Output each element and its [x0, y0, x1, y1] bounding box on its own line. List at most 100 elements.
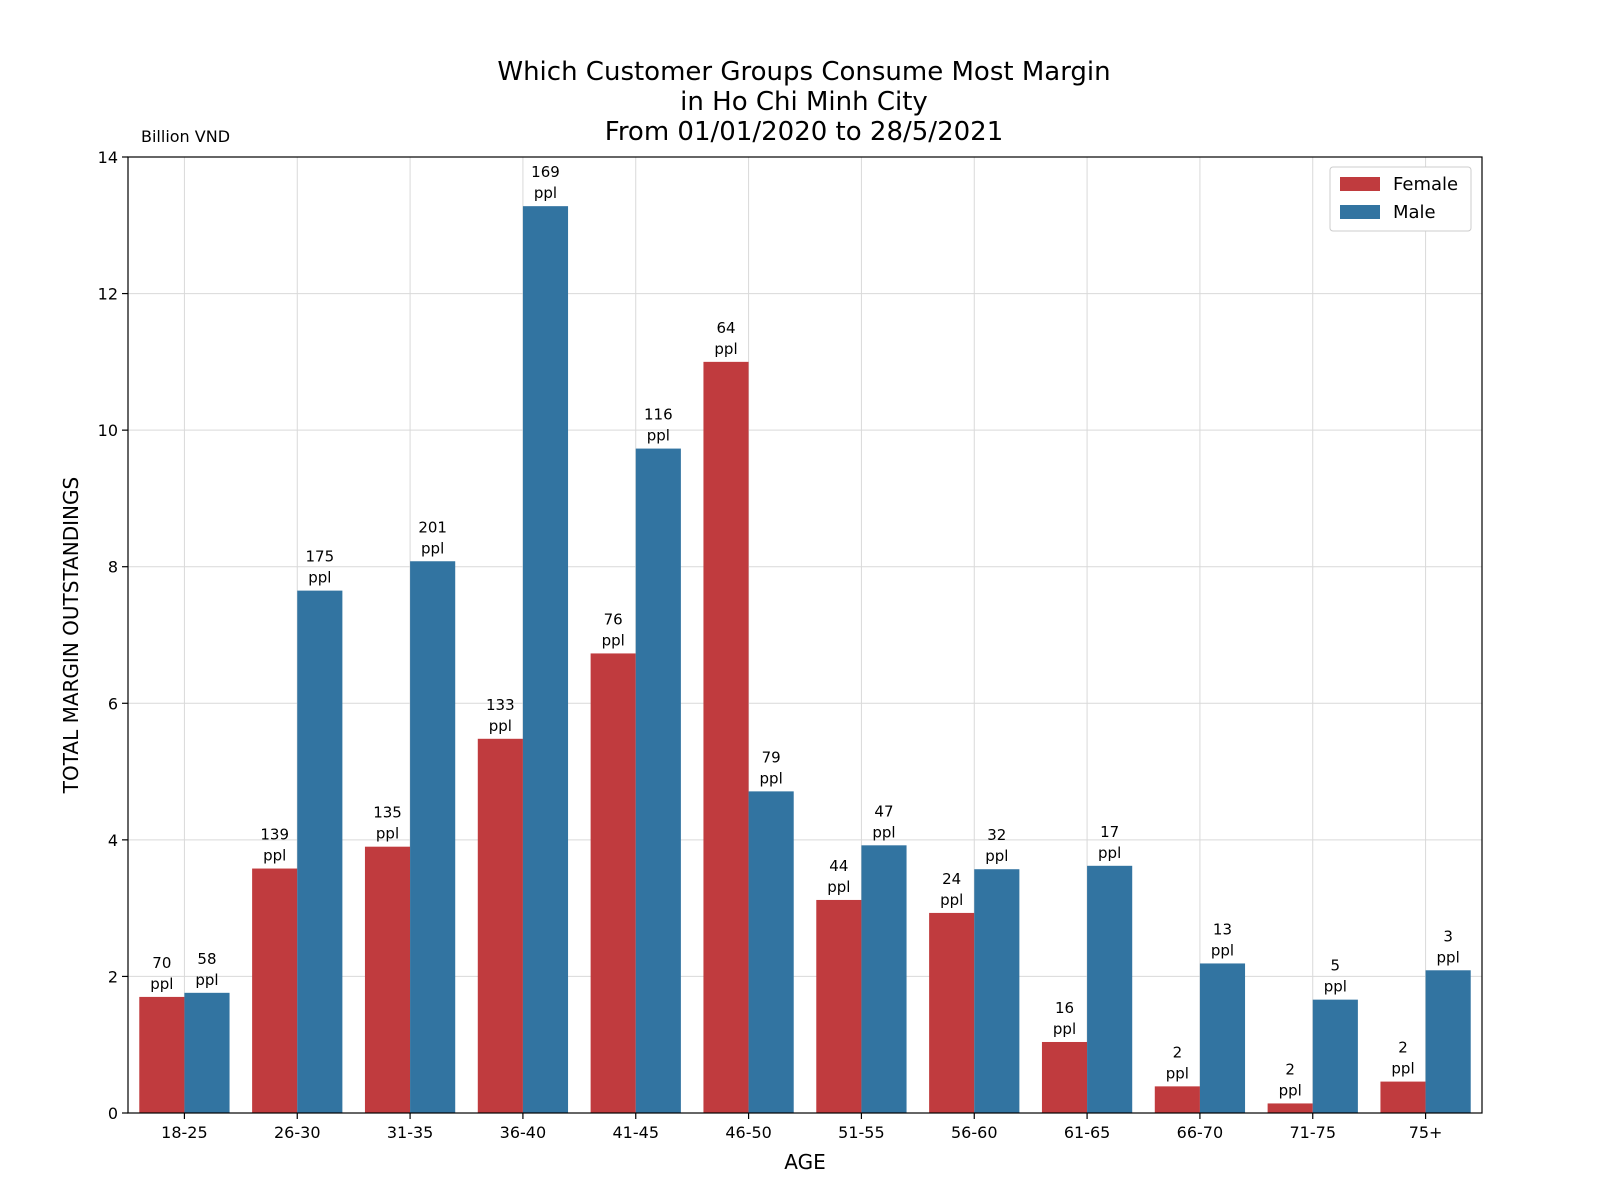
legend-swatch-male — [1340, 205, 1380, 219]
bar-unit-label: ppl — [1279, 1081, 1302, 1099]
bar-female-31-35 — [364, 846, 411, 1113]
bar-value-label: 139 — [260, 826, 289, 844]
bar-value-label: 175 — [305, 548, 334, 566]
x-tick-label: 31-35 — [387, 1123, 434, 1142]
x-tick-label: 71-75 — [1290, 1123, 1337, 1142]
bar-unit-label: ppl — [421, 539, 444, 557]
bar-value-label: 116 — [644, 406, 673, 424]
bar-value-label: 17 — [1100, 823, 1119, 841]
x-tick-label: 36-40 — [500, 1123, 547, 1142]
bar-value-label: 70 — [152, 954, 171, 972]
bar-male-36-40 — [522, 206, 569, 1113]
bar-unit-label: ppl — [1437, 948, 1460, 966]
bar-value-label: 201 — [418, 518, 447, 536]
bar-male-31-35 — [410, 561, 456, 1113]
bar-value-label: 44 — [829, 857, 848, 875]
y-axis-label: TOTAL MARGIN OUTSTANDINGS — [59, 477, 83, 794]
y-tick-label: 4 — [108, 831, 118, 850]
x-tick-label: 61-65 — [1064, 1123, 1111, 1142]
bar-unit-label: ppl — [1324, 978, 1347, 996]
plot-frame — [127, 156, 1483, 1114]
bar-value-label: 133 — [486, 696, 515, 714]
chart-title-line-1: Which Customer Groups Consume Most Margi… — [497, 57, 1110, 87]
bar-value-label: 135 — [373, 804, 402, 822]
bar-female-66-70 — [1154, 1086, 1200, 1113]
x-tick-label: 41-45 — [613, 1123, 660, 1142]
bar-unit-label: ppl — [602, 631, 625, 649]
x-tick-label: 46-50 — [725, 1123, 772, 1142]
bar-male-51-55 — [861, 845, 907, 1113]
bar-unit-label: ppl — [1391, 1060, 1414, 1078]
bar-value-label: 47 — [874, 802, 893, 820]
bar-value-label: 2 — [1398, 1039, 1408, 1057]
y-tick-label: 8 — [108, 558, 118, 577]
legend-label-male: Male — [1393, 202, 1436, 223]
bar-value-label: 79 — [762, 748, 781, 766]
y-tick-label: 0 — [108, 1104, 118, 1123]
y-tick-label: 2 — [108, 967, 118, 986]
unit-label: Billion VND — [141, 127, 230, 146]
bar-unit-label: ppl — [872, 823, 895, 841]
bar-unit-label: ppl — [376, 825, 399, 843]
chart-title-line-3: From 01/01/2020 to 28/5/2021 — [605, 117, 1003, 147]
x-tick-label: 66-70 — [1177, 1123, 1224, 1142]
bar-unit-label: ppl — [647, 427, 670, 445]
bar-value-label: 2 — [1173, 1043, 1183, 1061]
bar-unit-label: ppl — [150, 975, 173, 993]
bar-female-41-45 — [590, 653, 636, 1113]
bar-value-label: 32 — [987, 826, 1006, 844]
bar-female-75+ — [1380, 1081, 1426, 1113]
bar-male-66-70 — [1199, 963, 1246, 1113]
bar-unit-label: ppl — [714, 340, 737, 358]
x-tick-label: 56-60 — [951, 1123, 998, 1142]
bars — [139, 206, 1471, 1114]
bar-male-18-25 — [184, 992, 230, 1113]
legend-label-female: Female — [1393, 174, 1458, 195]
bar-value-label: 16 — [1055, 999, 1074, 1017]
bar-female-71-75 — [1267, 1103, 1313, 1113]
bar-unit-label: ppl — [1166, 1064, 1189, 1082]
bar-female-56-60 — [929, 912, 975, 1113]
bar-female-46-50 — [703, 361, 749, 1113]
bar-male-26-30 — [297, 590, 343, 1113]
bar-unit-label: ppl — [195, 971, 218, 989]
bar-value-label: 3 — [1443, 927, 1453, 945]
bar-unit-label: ppl — [940, 891, 963, 909]
bar-female-26-30 — [252, 868, 298, 1113]
x-axis-label: AGE — [784, 1150, 825, 1174]
x-tick-label: 75+ — [1409, 1123, 1443, 1142]
bar-value-label: 5 — [1331, 957, 1341, 975]
bar-unit-label: ppl — [489, 717, 512, 735]
bar-value-label: 58 — [197, 950, 216, 968]
bar-female-51-55 — [816, 899, 862, 1113]
bar-female-18-25 — [139, 996, 185, 1113]
bar-male-71-75 — [1312, 999, 1358, 1113]
legend: Female Male — [1329, 166, 1472, 232]
bar-female-61-65 — [1041, 1041, 1088, 1113]
bar-unit-label: ppl — [985, 847, 1008, 865]
bar-value-label: 2 — [1285, 1060, 1295, 1078]
bar-unit-label: ppl — [827, 878, 850, 896]
bar-male-61-65 — [1087, 865, 1133, 1113]
y-tick-label: 14 — [98, 148, 118, 167]
bar-unit-label: ppl — [534, 184, 557, 202]
bar-unit-label: ppl — [263, 847, 286, 865]
y-tick-label: 10 — [98, 421, 118, 440]
bar-male-41-45 — [635, 448, 681, 1114]
bar-male-75+ — [1425, 970, 1471, 1113]
bar-unit-label: ppl — [1211, 941, 1234, 959]
x-tick-label: 26-30 — [274, 1123, 321, 1142]
x-tick-label: 51-55 — [838, 1123, 885, 1142]
bar-value-label: 13 — [1213, 920, 1232, 938]
chart-title-line-2: in Ho Chi Minh City — [680, 87, 928, 117]
bar-value-label: 76 — [604, 610, 623, 628]
legend-swatch-female — [1340, 177, 1380, 191]
y-tick-label: 6 — [108, 694, 118, 713]
bar-female-36-40 — [477, 738, 523, 1113]
bar-male-56-60 — [974, 869, 1020, 1113]
bar-value-label: 64 — [716, 319, 735, 337]
bar-unit-label: ppl — [308, 569, 331, 587]
